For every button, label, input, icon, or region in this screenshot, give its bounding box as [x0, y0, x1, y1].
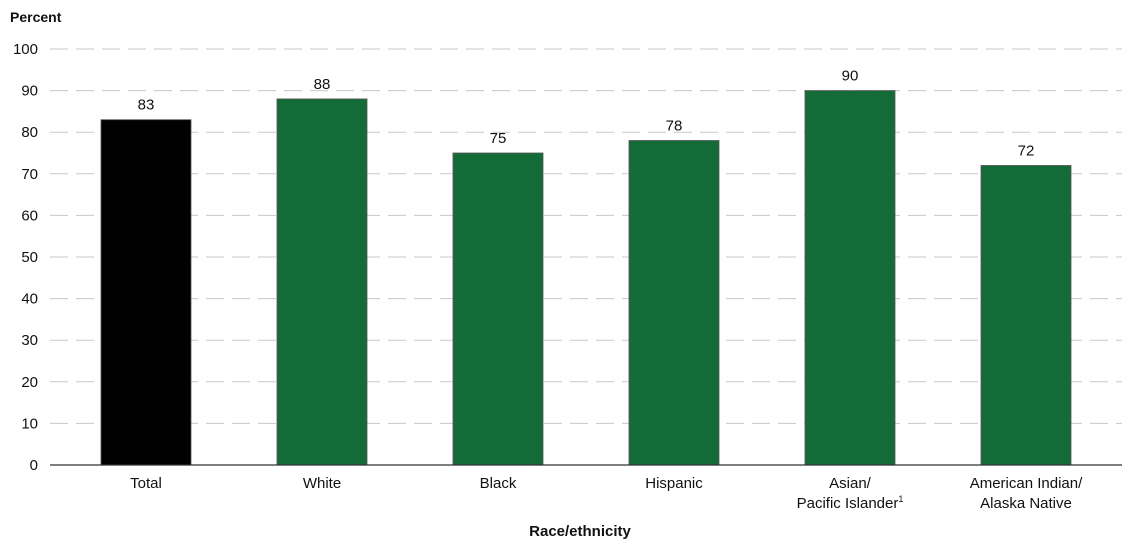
category-label: Asian/ — [829, 475, 872, 492]
x-tick-labels: Total White Black Hispanic Asian/Pacific Isl… — [130, 475, 1083, 512]
category-label-text: Total — [130, 475, 162, 492]
y-tick-label: 60 — [21, 207, 38, 224]
y-tick-label: 80 — [21, 124, 38, 141]
category-label-text: Asian/ — [829, 475, 872, 492]
bar — [100, 119, 192, 466]
data-labels: 83 88 75 78 90 72 — [138, 68, 1035, 160]
category-label-text: American Indian/ — [970, 475, 1083, 492]
category-label: Pacific Islander1 — [797, 494, 904, 512]
data-label: 78 — [666, 118, 683, 135]
data-label: 75 — [490, 130, 507, 147]
y-tick-label: 70 — [21, 166, 38, 183]
bar — [452, 152, 544, 466]
y-tick-label: 20 — [21, 374, 38, 391]
category-label-text: Pacific Islander — [797, 495, 899, 512]
data-label: 72 — [1018, 142, 1035, 159]
y-axis-label: Percent — [10, 9, 62, 25]
y-tick-label: 10 — [21, 415, 38, 432]
category-label: White — [303, 475, 341, 492]
category-label: American Indian/ — [970, 475, 1083, 492]
y-tick-label: 90 — [21, 83, 38, 100]
y-tick-labels: 0 10 20 30 40 50 60 70 80 90 100 — [13, 41, 38, 474]
category-label-text: Hispanic — [645, 475, 703, 492]
bar — [804, 90, 896, 466]
bar — [980, 165, 1072, 466]
category-label: Alaska Native — [980, 495, 1072, 512]
category-label: Total — [130, 475, 162, 492]
y-tick-label: 50 — [21, 249, 38, 266]
category-label-text: Black — [480, 475, 517, 492]
data-label: 83 — [138, 97, 155, 114]
category-label: Hispanic — [645, 475, 703, 492]
y-tick-label: 100 — [13, 41, 38, 58]
bars — [100, 90, 1072, 466]
category-label: Black — [480, 475, 517, 492]
bar — [276, 98, 368, 466]
gridlines — [50, 48, 1122, 424]
footnote-marker: 1 — [898, 494, 903, 504]
data-label: 90 — [842, 68, 859, 85]
y-tick-label: 0 — [30, 457, 38, 474]
bar — [628, 140, 720, 466]
x-axis-label: Race/ethnicity — [529, 523, 631, 540]
category-label-text: White — [303, 475, 341, 492]
data-label: 88 — [314, 76, 331, 93]
y-tick-label: 40 — [21, 291, 38, 308]
category-label-text: Alaska Native — [980, 495, 1072, 512]
y-tick-label: 30 — [21, 332, 38, 349]
